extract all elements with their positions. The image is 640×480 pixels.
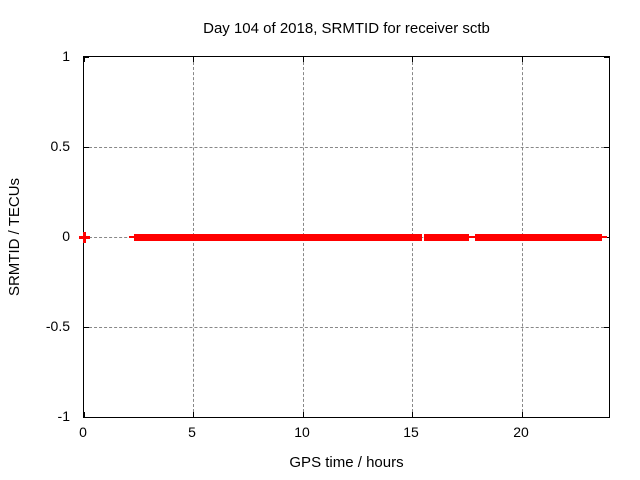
data-segment-thin <box>602 236 607 238</box>
y-tick-label: -1 <box>57 408 70 424</box>
y-tick-label: 1 <box>62 48 70 64</box>
y-tick-mark-right <box>604 147 609 148</box>
x-tick-label: 0 <box>79 424 87 440</box>
y-tick-mark-right <box>604 327 609 328</box>
x-tick-label: 20 <box>513 424 529 440</box>
y-tick-mark <box>84 147 89 148</box>
y-tick-label: 0.5 <box>50 138 70 154</box>
data-segment <box>475 234 602 241</box>
x-tick-label: 5 <box>188 424 196 440</box>
y-tick-mark <box>84 57 89 58</box>
plot-area <box>79 56 610 418</box>
x-tick-mark-top <box>84 57 85 62</box>
plus-marker-vertical <box>83 232 86 243</box>
x-tick-mark <box>193 412 194 417</box>
x-axis-label: GPS time / hours <box>289 454 404 471</box>
y-tick-mark-right <box>604 417 609 418</box>
y-tick-mark <box>84 417 89 418</box>
y-tick-label: -0.5 <box>45 318 70 334</box>
x-tick-mark-top <box>303 57 304 62</box>
data-segment-thin <box>128 236 134 238</box>
horizontal-gridline <box>84 327 609 328</box>
x-tick-mark <box>303 412 304 417</box>
x-tick-mark <box>84 412 85 417</box>
x-tick-label: 15 <box>403 424 419 440</box>
x-tick-mark-top <box>412 57 413 62</box>
y-tick-mark-right <box>604 57 609 58</box>
data-segment <box>133 234 422 241</box>
data-segment-thin <box>469 236 476 238</box>
y-tick-mark <box>84 327 89 328</box>
x-tick-mark-top <box>522 57 523 62</box>
x-tick-label: 10 <box>294 424 310 440</box>
y-tick-label: 0 <box>62 228 70 244</box>
horizontal-gridline <box>84 147 609 148</box>
x-tick-mark-top <box>193 57 194 62</box>
x-tick-mark <box>412 412 413 417</box>
x-tick-mark <box>522 412 523 417</box>
chart-title: Day 104 of 2018, SRMTID for receiver sct… <box>203 20 490 37</box>
data-segment <box>424 234 469 241</box>
